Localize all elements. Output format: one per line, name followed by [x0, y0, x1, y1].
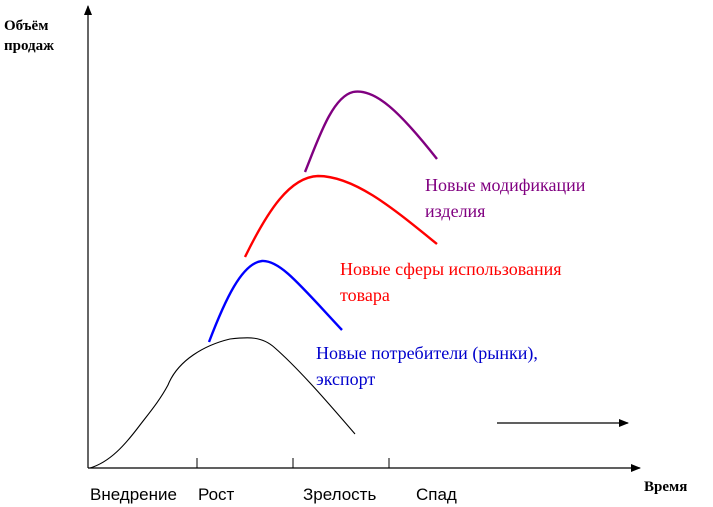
new-consumers-curve [207, 259, 343, 343]
stage-growth: Рост [198, 485, 235, 504]
annotation-new-consumers-line2: экспорт [316, 369, 376, 389]
annotation-new-uses-line2: товара [340, 285, 390, 305]
stage-introduction: Внедрение [90, 485, 177, 504]
base-life-cycle-curve [89, 337, 356, 469]
annotation-modifications: Новые модификации изделия [425, 172, 585, 224]
stage-maturity: Зрелость [303, 485, 377, 504]
annotation-new-consumers: Новые потребители (рынки), экспорт [316, 340, 538, 392]
annotation-modifications-line2: изделия [425, 201, 486, 221]
x-axis-label: Время [644, 479, 688, 495]
modifications-curve [303, 90, 438, 173]
annotation-modifications-line1: Новые модификации [425, 175, 586, 195]
new-uses-curve [243, 174, 438, 258]
stage-decline: Спад [416, 485, 457, 504]
annotation-new-consumers-line1: Новые потребители (рынки), [316, 343, 538, 363]
annotation-new-uses-line1: Новые сферы использования [340, 259, 562, 279]
y-axis-label-line2: продаж [4, 38, 55, 54]
annotation-new-uses: Новые сферы использования товара [340, 256, 562, 308]
y-axis-label-line1: Объём [4, 18, 49, 34]
